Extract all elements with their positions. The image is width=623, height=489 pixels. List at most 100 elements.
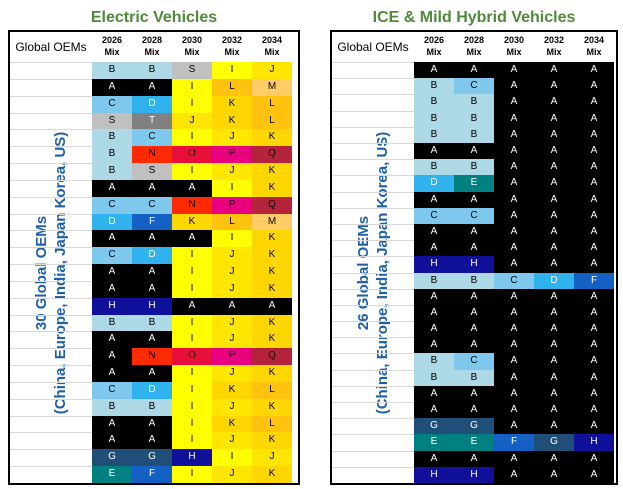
mix-cell: A bbox=[132, 264, 172, 282]
mix-cell: A bbox=[132, 331, 172, 349]
ice-panel-title: ICE & Mild Hybrid Vehicles bbox=[372, 9, 576, 26]
mix-cell: I bbox=[172, 432, 212, 450]
mix-cell: J bbox=[212, 247, 252, 265]
mix-cell: S bbox=[132, 163, 172, 181]
row-separator bbox=[332, 207, 414, 209]
column-subtitle: Mix bbox=[426, 47, 442, 57]
row-separator bbox=[332, 434, 414, 436]
mix-cell: A bbox=[534, 207, 574, 225]
column-header-2034: 2034 Mix bbox=[252, 34, 292, 58]
mix-cell: S bbox=[172, 62, 212, 80]
mix-cell: A bbox=[132, 179, 172, 198]
mix-cell: A bbox=[414, 223, 454, 241]
mix-cell: A bbox=[534, 321, 574, 338]
mix-cell: A bbox=[454, 240, 494, 257]
mix-cell: I bbox=[212, 179, 252, 198]
ice-mix-table: Global OEMs 26 Global OEMs (China, Europ… bbox=[330, 30, 618, 485]
mix-cell: J bbox=[212, 466, 252, 483]
mix-cell: A bbox=[534, 256, 574, 273]
mix-cell: B bbox=[454, 110, 494, 128]
mix-cell: D bbox=[534, 272, 574, 290]
mix-cell: A bbox=[454, 385, 494, 403]
mix-cell: J bbox=[212, 432, 252, 450]
mix-cell: D bbox=[132, 381, 172, 400]
mix-cell: I bbox=[172, 466, 212, 483]
mix-cell: B bbox=[92, 62, 132, 80]
mix-cell: D bbox=[414, 175, 454, 193]
mix-cell: I bbox=[212, 62, 252, 80]
mix-cell: I bbox=[172, 264, 212, 282]
mix-cell: A bbox=[494, 353, 534, 371]
mix-cell: A bbox=[494, 418, 534, 435]
mix-cell: K bbox=[212, 95, 252, 113]
row-separator bbox=[332, 159, 414, 161]
row-separator bbox=[332, 272, 414, 274]
mix-cell: B bbox=[454, 369, 494, 387]
mix-cell: I bbox=[172, 365, 212, 383]
mix-cell: A bbox=[414, 385, 454, 403]
mix-cell: A bbox=[494, 126, 534, 144]
row-group-label: 30 Global OEMs (China, Europe, India, Ja… bbox=[32, 131, 70, 414]
mix-cell: Q bbox=[252, 196, 292, 215]
mix-cell: B bbox=[414, 110, 454, 128]
mix-cell: E bbox=[454, 175, 494, 193]
mix-cell: J bbox=[212, 264, 252, 282]
mix-cell: C bbox=[92, 381, 132, 400]
row-separator bbox=[10, 381, 92, 383]
mix-cell: A bbox=[534, 110, 574, 128]
mix-cell: J bbox=[172, 112, 212, 130]
mix-cell: K bbox=[212, 381, 252, 400]
mix-cell: K bbox=[172, 213, 212, 231]
mix-cell: A bbox=[494, 466, 534, 483]
mix-cell: K bbox=[252, 365, 292, 383]
mix-cell: B bbox=[414, 353, 454, 371]
mix-cell: A bbox=[212, 297, 252, 316]
column-year: 2030 bbox=[181, 35, 203, 45]
mix-cell: A bbox=[574, 78, 614, 95]
mix-cell: E bbox=[414, 434, 454, 452]
mix-cell: I bbox=[172, 247, 212, 265]
mix-cell: P bbox=[212, 348, 252, 366]
mix-cell: C bbox=[132, 196, 172, 215]
mix-cell: A bbox=[534, 450, 574, 468]
mix-cell: E bbox=[92, 466, 132, 483]
mix-cell: C bbox=[92, 247, 132, 265]
row-separator bbox=[10, 196, 92, 198]
column-year: 2026 bbox=[423, 35, 445, 45]
mix-cell: A bbox=[494, 304, 534, 322]
mix-cell: B bbox=[92, 146, 132, 164]
mix-cell: A bbox=[172, 230, 212, 248]
mix-cell: D bbox=[92, 213, 132, 231]
mix-cell: A bbox=[494, 321, 534, 338]
mix-cell: A bbox=[454, 191, 494, 209]
mix-cell: A bbox=[92, 365, 132, 383]
row-separator bbox=[332, 450, 414, 452]
row-separator bbox=[332, 126, 414, 128]
mix-cell: A bbox=[574, 288, 614, 306]
mix-cell: A bbox=[574, 337, 614, 354]
mix-cell: I bbox=[172, 398, 212, 417]
mix-cell: A bbox=[574, 304, 614, 322]
mix-cell: A bbox=[454, 304, 494, 322]
global-oems-header: Global OEMs bbox=[15, 40, 87, 54]
column-year: 2026 bbox=[101, 35, 123, 45]
mix-cell: L bbox=[252, 95, 292, 113]
mix-cell: G bbox=[454, 418, 494, 435]
mix-cell: A bbox=[494, 62, 534, 79]
row-separator bbox=[10, 230, 92, 232]
mix-cell: H bbox=[454, 256, 494, 273]
mix-cell: A bbox=[574, 207, 614, 225]
mix-cell: A bbox=[414, 321, 454, 338]
mix-cell: A bbox=[92, 78, 132, 97]
row-separator bbox=[10, 415, 92, 417]
column-subtitle: Mix bbox=[586, 47, 602, 57]
row-separator bbox=[10, 247, 92, 249]
mix-cell: A bbox=[494, 369, 534, 387]
row-separator bbox=[10, 129, 92, 131]
mix-cell: A bbox=[534, 385, 574, 403]
mix-cell: A bbox=[454, 450, 494, 468]
mix-cell: N bbox=[132, 348, 172, 366]
row-separator bbox=[10, 348, 92, 350]
row-separator bbox=[332, 337, 414, 339]
mix-cell: L bbox=[212, 213, 252, 231]
